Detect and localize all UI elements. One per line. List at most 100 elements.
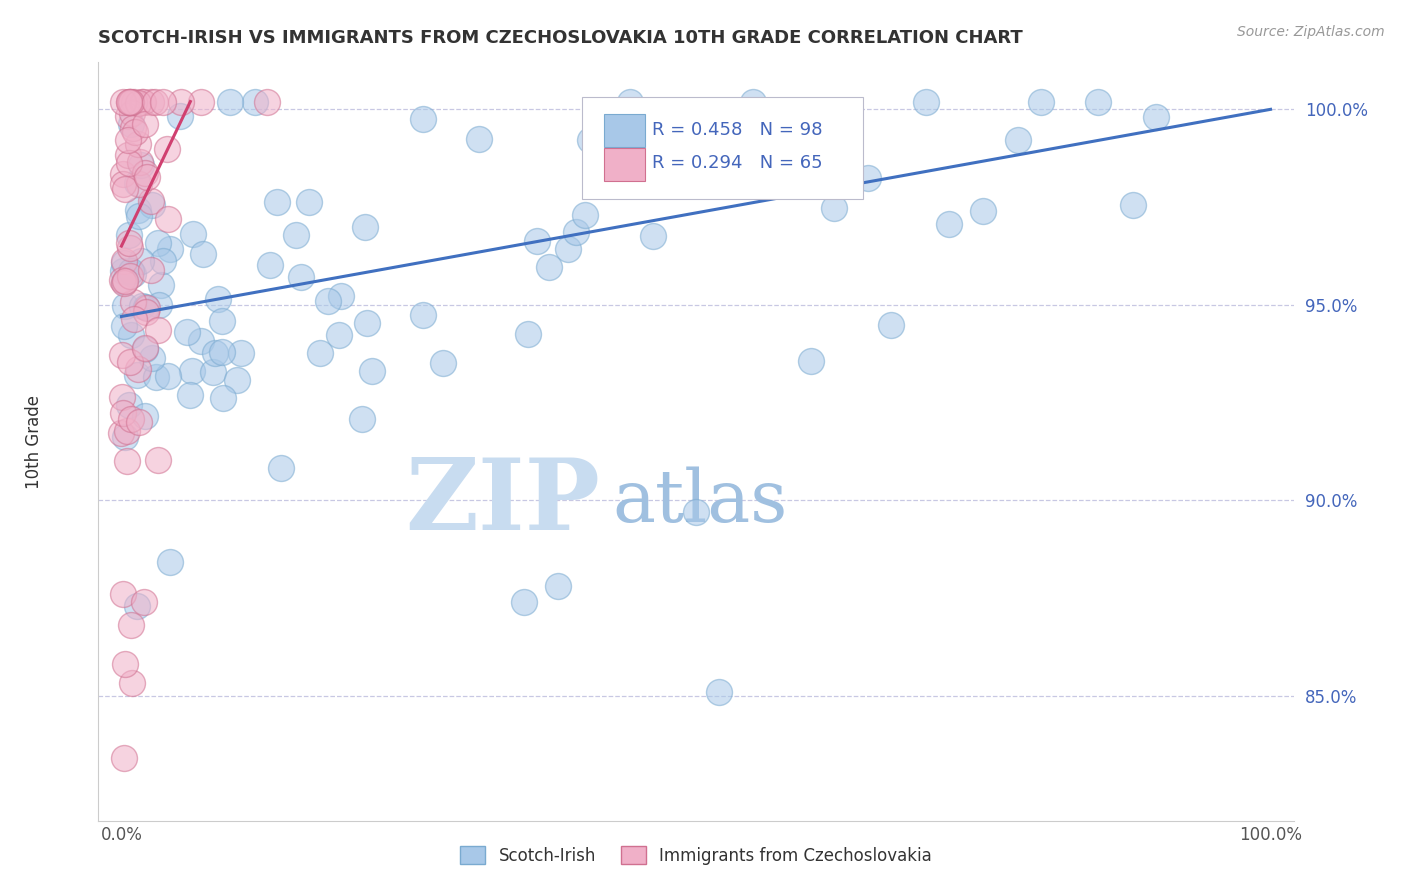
Text: Source: ZipAtlas.com: Source: ZipAtlas.com — [1237, 25, 1385, 39]
Point — [152, 254, 174, 268]
Point — [565, 225, 588, 239]
Point — [127, 202, 149, 217]
Point — [135, 300, 157, 314]
Point — [149, 277, 172, 292]
Point — [118, 95, 141, 109]
Point — [117, 398, 139, 412]
Point — [131, 95, 153, 109]
Point — [156, 142, 179, 156]
Point — [122, 121, 145, 136]
Point — [120, 242, 142, 256]
Point — [309, 346, 332, 360]
Point — [125, 176, 148, 190]
Point — [880, 318, 903, 332]
Point — [181, 227, 204, 241]
Point — [557, 242, 579, 256]
Point — [148, 236, 170, 251]
Point — [114, 182, 136, 196]
Point — [517, 327, 540, 342]
Point — [259, 258, 281, 272]
Point — [129, 253, 152, 268]
Point — [354, 219, 377, 234]
Point — [118, 95, 141, 109]
Point — [112, 319, 135, 334]
Point — [229, 346, 252, 360]
Point — [266, 195, 288, 210]
Point — [191, 246, 214, 260]
Point — [624, 128, 647, 143]
Point — [112, 256, 135, 270]
Point — [285, 228, 308, 243]
Point — [114, 657, 136, 672]
Point — [938, 217, 960, 231]
Point — [468, 132, 491, 146]
Point — [112, 751, 135, 765]
Point — [146, 323, 169, 337]
Text: R = 0.294   N = 65: R = 0.294 N = 65 — [652, 154, 823, 172]
Point — [120, 264, 142, 278]
Point — [120, 327, 142, 342]
Point — [129, 154, 152, 169]
Point — [148, 298, 170, 312]
Point — [111, 587, 134, 601]
Point — [141, 198, 163, 212]
Point — [134, 342, 156, 356]
Text: R = 0.458   N = 98: R = 0.458 N = 98 — [652, 121, 823, 139]
Point — [685, 505, 707, 519]
Point — [176, 325, 198, 339]
Point — [159, 242, 181, 256]
Point — [128, 209, 150, 223]
Point — [118, 236, 141, 251]
Point — [612, 128, 634, 143]
Point — [823, 201, 845, 215]
Point — [128, 178, 150, 192]
Point — [1144, 111, 1167, 125]
Point — [111, 390, 134, 404]
Point — [139, 263, 162, 277]
Point — [1029, 95, 1052, 109]
Point — [190, 95, 212, 109]
Point — [118, 156, 141, 170]
Point — [111, 95, 134, 109]
Point — [361, 364, 384, 378]
Point — [117, 132, 139, 146]
Point — [146, 452, 169, 467]
Point — [115, 424, 138, 438]
Point — [120, 618, 142, 632]
FancyBboxPatch shape — [582, 96, 863, 199]
Point — [1087, 95, 1109, 109]
Point — [135, 169, 157, 184]
Point — [1122, 198, 1144, 212]
Point — [141, 95, 163, 109]
Point — [169, 109, 191, 123]
Point — [127, 368, 149, 382]
Point — [122, 267, 145, 281]
Point — [179, 388, 201, 402]
Point — [574, 208, 596, 222]
Point — [742, 95, 765, 109]
Point — [110, 425, 132, 440]
Point — [298, 195, 321, 210]
Point — [111, 406, 134, 420]
Point — [114, 299, 136, 313]
Point — [122, 294, 145, 309]
Point — [134, 595, 156, 609]
Point — [181, 364, 204, 378]
Point — [120, 95, 142, 109]
Point — [432, 356, 454, 370]
Point — [115, 454, 138, 468]
Point — [117, 148, 139, 162]
Point — [121, 675, 143, 690]
Point — [127, 95, 149, 110]
Point — [537, 260, 560, 274]
Point — [914, 95, 936, 109]
Point — [707, 684, 730, 698]
Point — [114, 430, 136, 444]
Point — [114, 274, 136, 288]
Point — [127, 599, 149, 613]
Point — [211, 313, 233, 327]
Point — [124, 125, 146, 139]
Point — [156, 211, 179, 226]
Point — [1007, 133, 1029, 147]
Y-axis label: 10th Grade: 10th Grade — [25, 394, 42, 489]
